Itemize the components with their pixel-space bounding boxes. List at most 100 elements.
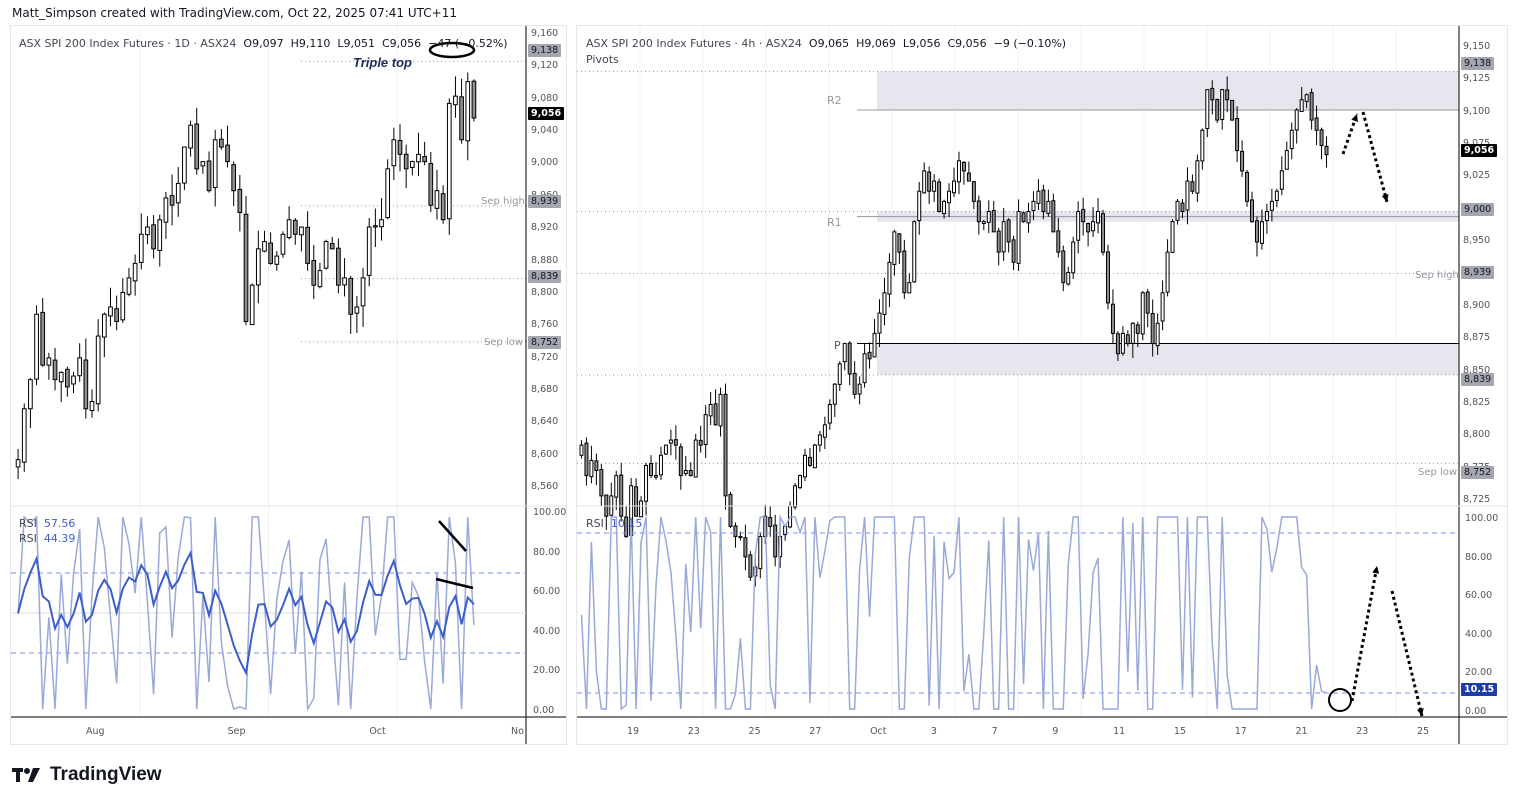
- candle[interactable]: [1264, 203, 1269, 234]
- candle[interactable]: [718, 387, 723, 437]
- candle[interactable]: [120, 278, 126, 323]
- candle[interactable]: [262, 230, 267, 253]
- 4h-chart-panel[interactable]: ASX SPI 200 Index Futures · 4h · ASX24 O…: [576, 25, 1508, 745]
- candle[interactable]: [471, 79, 477, 122]
- candle[interactable]: [255, 230, 261, 304]
- candle[interactable]: [1185, 167, 1190, 225]
- candle[interactable]: [305, 211, 310, 271]
- candle[interactable]: [1274, 188, 1279, 208]
- candle[interactable]: [336, 238, 341, 294]
- candle[interactable]: [827, 399, 832, 430]
- candle[interactable]: [698, 425, 703, 453]
- candle[interactable]: [416, 132, 421, 177]
- candle[interactable]: [748, 551, 753, 581]
- candle[interactable]: [126, 268, 132, 297]
- candle[interactable]: [837, 361, 842, 391]
- candle[interactable]: [882, 277, 887, 326]
- pivots-indicator-label[interactable]: Pivots: [586, 53, 619, 66]
- daily-chart-panel[interactable]: ASX SPI 200 Index Futures · 1D · ASX24 O…: [10, 25, 567, 745]
- candle[interactable]: [589, 445, 594, 484]
- candle[interactable]: [872, 319, 877, 358]
- candle[interactable]: [942, 199, 947, 219]
- candle[interactable]: [34, 305, 39, 386]
- candle[interactable]: [599, 464, 604, 506]
- candle[interactable]: [71, 371, 76, 394]
- candle[interactable]: [108, 287, 113, 327]
- candle[interactable]: [1006, 218, 1011, 253]
- candle[interactable]: [409, 160, 415, 176]
- candle[interactable]: [1125, 330, 1130, 347]
- candle[interactable]: [773, 514, 778, 567]
- candle[interactable]: [1195, 154, 1200, 203]
- candle[interactable]: [832, 382, 837, 418]
- candle[interactable]: [619, 462, 624, 522]
- candle[interactable]: [1279, 156, 1284, 196]
- candle[interactable]: [743, 524, 748, 571]
- candle[interactable]: [1324, 136, 1329, 168]
- candle[interactable]: [465, 72, 471, 161]
- tradingview-brand[interactable]: TradingView: [12, 764, 162, 786]
- candle[interactable]: [397, 124, 403, 172]
- candle[interactable]: [1091, 207, 1096, 237]
- candle[interactable]: [1071, 236, 1076, 279]
- candle[interactable]: [1145, 288, 1150, 328]
- candle[interactable]: [956, 151, 961, 195]
- candle[interactable]: [231, 161, 237, 207]
- candle[interactable]: [138, 213, 144, 270]
- candle[interactable]: [58, 371, 64, 403]
- candle[interactable]: [1076, 201, 1081, 254]
- candle[interactable]: [897, 233, 902, 265]
- candle[interactable]: [151, 214, 156, 259]
- candle[interactable]: [892, 229, 897, 276]
- candle[interactable]: [1011, 235, 1016, 271]
- candle[interactable]: [89, 389, 95, 418]
- candle[interactable]: [996, 227, 1001, 266]
- candle[interactable]: [1205, 89, 1210, 138]
- candle[interactable]: [169, 174, 175, 226]
- candle[interactable]: [842, 342, 847, 371]
- candle[interactable]: [1120, 326, 1125, 356]
- candle[interactable]: [1190, 174, 1195, 194]
- candle[interactable]: [1135, 321, 1140, 348]
- candle[interactable]: [95, 319, 101, 412]
- candle[interactable]: [788, 501, 793, 529]
- candle[interactable]: [225, 125, 230, 168]
- candle[interactable]: [1140, 291, 1145, 341]
- candle[interactable]: [1160, 280, 1165, 331]
- candle[interactable]: [902, 239, 907, 299]
- candle[interactable]: [360, 267, 366, 327]
- candle[interactable]: [668, 429, 673, 456]
- candle[interactable]: [163, 192, 169, 239]
- candle[interactable]: [907, 273, 912, 294]
- candle[interactable]: [614, 470, 619, 510]
- candle[interactable]: [1096, 198, 1101, 234]
- candle[interactable]: [947, 183, 952, 217]
- candle[interactable]: [1056, 217, 1061, 258]
- candle[interactable]: [822, 416, 827, 449]
- candle[interactable]: [1254, 216, 1259, 257]
- candle[interactable]: [807, 447, 812, 468]
- candle[interactable]: [768, 506, 773, 537]
- candle[interactable]: [101, 312, 107, 358]
- candle[interactable]: [852, 361, 857, 399]
- candle[interactable]: [373, 208, 378, 247]
- candle[interactable]: [422, 141, 427, 166]
- candle[interactable]: [206, 151, 212, 193]
- candle[interactable]: [1041, 184, 1046, 220]
- candle[interactable]: [348, 275, 354, 334]
- candle[interactable]: [1269, 188, 1274, 222]
- candle[interactable]: [237, 174, 243, 232]
- candle[interactable]: [584, 437, 589, 486]
- candle[interactable]: [952, 167, 956, 198]
- candle[interactable]: [280, 231, 286, 258]
- candle[interactable]: [268, 232, 273, 265]
- candle[interactable]: [1130, 322, 1135, 358]
- candle[interactable]: [40, 298, 46, 367]
- candle[interactable]: [653, 462, 658, 480]
- candle[interactable]: [1314, 105, 1319, 146]
- candle[interactable]: [15, 448, 21, 480]
- candle[interactable]: [634, 478, 639, 517]
- daily-chart-canvas[interactable]: [11, 26, 566, 744]
- candle[interactable]: [693, 433, 698, 478]
- candle[interactable]: [299, 226, 304, 252]
